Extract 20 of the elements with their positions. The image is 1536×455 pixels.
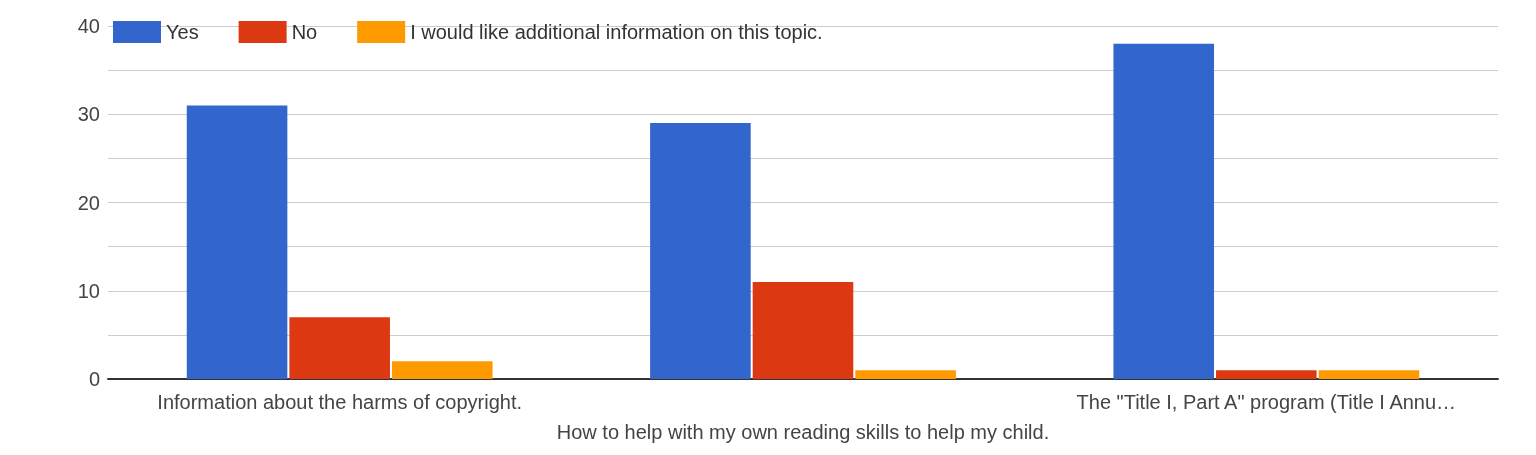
y-tick-label: 20 [77,191,100,214]
bar [650,123,751,379]
x-tick-label: Information about the harms of copyright. [157,391,522,413]
legend-label: Yes [166,21,199,43]
y-tick-label: 10 [77,279,100,302]
bar [186,105,288,379]
bar [1113,43,1215,379]
y-tick-label: 40 [77,15,100,37]
bar [855,370,956,379]
bar [1318,370,1420,379]
bar [391,361,493,379]
bar [752,281,854,379]
bar [289,317,390,379]
bar [1216,370,1317,379]
legend-label: No [291,21,318,43]
x-tick-label: How to help with my own reading skills to help my child. [556,421,1050,443]
legend-label: I would like additional information on this topic. [410,21,823,43]
y-tick-label: 30 [77,103,100,126]
x-tick-label: The "Title I, Part A" program (Title I Annu… [1076,391,1457,413]
y-tick-label: 0 [88,368,100,390]
